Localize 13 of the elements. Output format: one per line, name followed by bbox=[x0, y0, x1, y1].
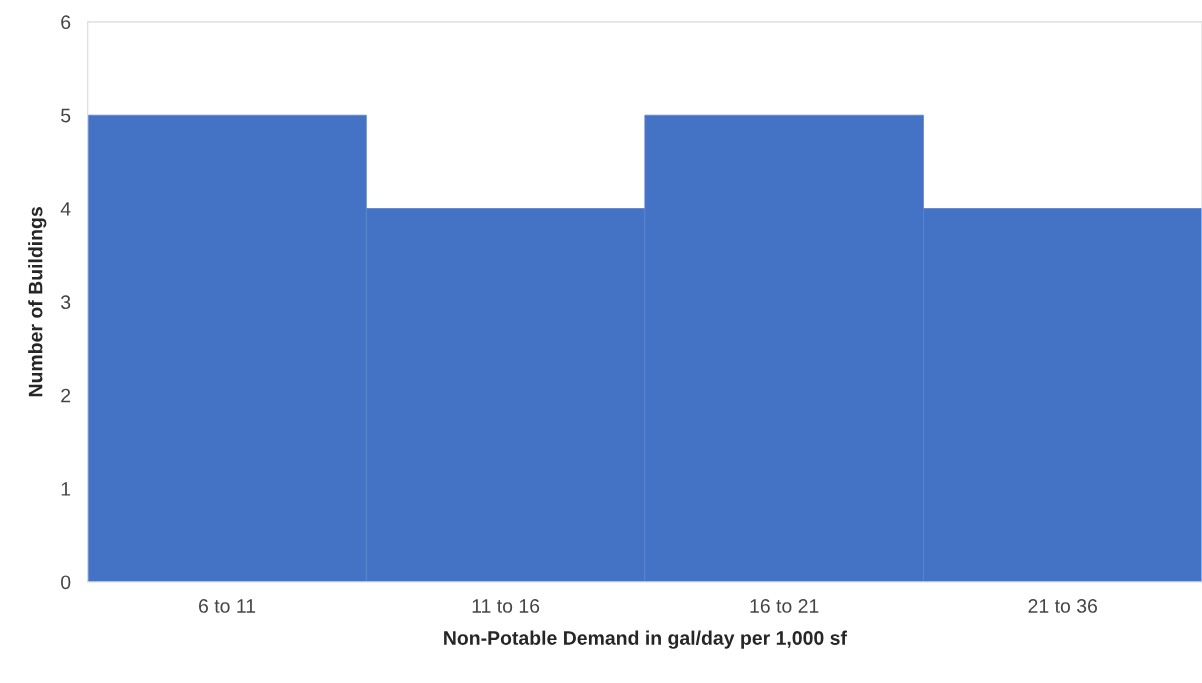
y-tick-label: 5 bbox=[61, 108, 71, 123]
x-tick-label: 16 to 21 bbox=[750, 599, 819, 613]
y-tick-label: 1 bbox=[61, 482, 71, 496]
y-tick-label: 2 bbox=[61, 388, 71, 403]
x-tick-label: 11 to 16 bbox=[472, 599, 540, 613]
y-tick-label: 6 bbox=[61, 15, 71, 30]
y-tick-label: 4 bbox=[60, 202, 71, 216]
x-tick-label: 21 to 36 bbox=[1028, 599, 1098, 613]
y-tick-label: 3 bbox=[61, 295, 71, 310]
y-axis-title: Number of Buildings bbox=[28, 207, 47, 397]
x-tick-label: 6 to 11 bbox=[199, 599, 256, 613]
x-axis-title: Non-Potable Demand in gal/day per 1,000 sf bbox=[444, 630, 847, 649]
y-tick-label: 0 bbox=[61, 575, 71, 590]
